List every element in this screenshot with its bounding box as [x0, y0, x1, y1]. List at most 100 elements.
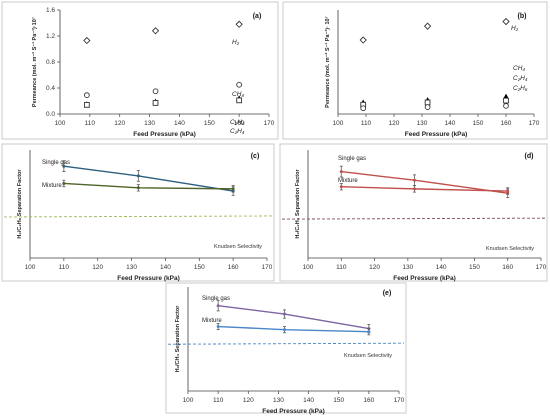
data-point	[62, 164, 66, 168]
x-tick-label: 140	[174, 120, 185, 127]
x-tick-label: 150	[194, 264, 205, 271]
data-point	[236, 97, 242, 104]
x-tick-label: 170	[394, 397, 405, 404]
data-point	[503, 97, 509, 104]
y-tick-label: 1.6	[46, 7, 55, 14]
x-tick-label: 110	[213, 397, 224, 404]
panel-label: (d)	[525, 153, 534, 160]
series-label: Mixture	[338, 178, 358, 184]
series-label: C₂H₆	[513, 85, 528, 92]
x-tick-label: 160	[228, 264, 239, 271]
reference-label: Knudsen Selectivity	[344, 353, 392, 359]
x-tick-label: 120	[92, 264, 103, 271]
series-label: Single gas	[202, 296, 230, 302]
series-label: Single gas	[42, 160, 70, 166]
data-point	[282, 312, 286, 316]
panel-label: (b)	[518, 13, 527, 20]
x-tick-label: 170	[529, 120, 540, 127]
data-point	[136, 186, 140, 190]
data-point	[423, 22, 432, 30]
panel-label: (c)	[251, 153, 260, 160]
series-3: C₂H₆	[360, 85, 528, 112]
data-point	[359, 36, 367, 44]
y-axis-label: H₂/C₂H₆ Separation Factor	[17, 169, 23, 239]
series-label: C₂H₄	[230, 119, 245, 126]
series-3: C₂H₄	[84, 97, 245, 135]
x-tick-label: 120	[369, 264, 380, 271]
series-0: H₂	[83, 20, 243, 46]
series-1: CH₄	[84, 81, 244, 99]
chart-panel-a: 100 110 120 130 140 150 160 170 0.0 0.4 0.8 1.2 1.6 F…	[1, 1, 279, 140]
chart-panel-c: 100 110 120 130 140 150 160 170 Feed Pressure (k…	[1, 143, 275, 282]
x-tick-label: 130	[402, 264, 413, 271]
chart-panel-d: 100 110 120 130 140 150 160 170 Feed Pressure (k…	[279, 143, 548, 282]
x-tick-label: 150	[469, 264, 480, 271]
data-point	[413, 178, 417, 182]
x-tick-label: 160	[363, 397, 374, 404]
data-point	[413, 187, 417, 191]
data-point	[503, 103, 509, 109]
x-tick-label: 130	[273, 397, 284, 404]
data-point	[152, 88, 159, 95]
x-axis-label: Feed Pressure (kPa)	[262, 408, 325, 415]
y-tick-label: 0.4	[46, 85, 55, 92]
x-tick-label: 110	[336, 264, 347, 271]
y-axis-label: Permeance (mol. m⁻² S⁻¹ Pa⁻¹)· 10⁷	[324, 15, 331, 107]
data-point	[360, 105, 367, 112]
series-label: C₂H₄	[230, 128, 245, 135]
panel-label: (a)	[253, 13, 262, 20]
data-point	[84, 92, 90, 99]
x-tick-label: 120	[114, 120, 125, 127]
series-label: Mixture	[42, 183, 62, 189]
x-tick-label: 130	[417, 120, 428, 127]
y-axis-label: Permeance (mol. m⁻² S⁻¹ Pa⁻¹)·10⁷	[31, 16, 38, 107]
chart-panel-e: 100 110 120 130 140 150 160 170 Feed Pressure (k…	[165, 282, 407, 415]
x-tick-label: 120	[243, 397, 254, 404]
reference-line	[281, 217, 546, 220]
y-axis-label: H₂/CH₄ Separation Factor	[175, 305, 181, 373]
x-tick-label: 170	[536, 264, 547, 271]
reference-line	[167, 342, 405, 345]
panel-frame	[165, 282, 407, 414]
x-tick-label: 160	[501, 120, 512, 127]
x-axis-label: Feed Pressure (kPa)	[393, 275, 456, 282]
chart-panel-b: 100 110 120 130 140 150 160 170 Feed Pressure (k…	[282, 1, 548, 140]
y-tick-label: 0.0	[46, 111, 55, 118]
x-tick-label: 160	[502, 264, 513, 271]
x-tick-label: 130	[144, 120, 155, 127]
x-tick-label: 130	[126, 264, 137, 271]
x-tick-label: 100	[333, 120, 344, 127]
x-tick-label: 140	[160, 264, 171, 271]
panel-label: (e)	[383, 290, 392, 297]
data-point	[216, 325, 220, 329]
x-axis-label: Feed Pressure (kPa)	[405, 131, 468, 138]
y-tick-label: 1.2	[46, 33, 55, 40]
data-point	[339, 185, 343, 189]
data-point	[424, 99, 431, 106]
series-label: C₂H₄	[513, 75, 528, 82]
data-point	[151, 27, 160, 35]
x-tick-label: 150	[204, 120, 215, 127]
x-axis-label: Feed Pressure (kPa)	[117, 275, 180, 282]
x-tick-label: 170	[262, 264, 273, 271]
series-label: H₂	[511, 25, 519, 32]
data-point	[136, 174, 140, 178]
data-point	[84, 102, 90, 108]
data-point	[62, 181, 66, 185]
x-tick-label: 100	[303, 264, 314, 271]
series-0: H₂	[359, 17, 519, 44]
reference-label: Knudsen Selectivity	[214, 244, 262, 250]
data-point	[236, 81, 242, 88]
data-point	[282, 328, 286, 332]
panel-frame	[279, 143, 548, 282]
data-point	[367, 330, 371, 334]
x-tick-label: 100	[183, 397, 194, 404]
data-point	[83, 36, 91, 45]
x-tick-label: 100	[55, 120, 66, 127]
x-tick-label: 110	[85, 120, 96, 127]
data-point	[339, 170, 343, 174]
data-point	[152, 100, 159, 106]
data-point	[506, 189, 510, 193]
x-tick-label: 140	[436, 264, 447, 271]
